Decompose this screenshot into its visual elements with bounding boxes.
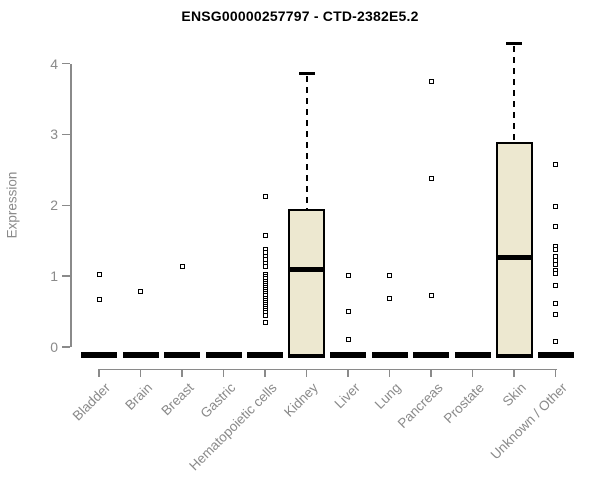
outlier-point: [428, 78, 434, 84]
x-tick: [264, 368, 266, 377]
x-axis-line: [99, 368, 557, 370]
outlier-point: [262, 194, 268, 200]
median-line-skin: [495, 254, 533, 260]
outlier-point: [345, 309, 351, 315]
chart-title: ENSG00000257797 - CTD-2382E5.2: [181, 8, 419, 24]
y-axis-line: [70, 63, 72, 347]
zero-bar-brain: [122, 352, 159, 358]
outlier-point: [262, 319, 268, 325]
x-tick-label-gastric: Gastric: [197, 379, 239, 421]
outlier-point: [553, 311, 558, 317]
outlier-point: [553, 338, 558, 344]
x-tick-label-prostate: Prostate: [440, 379, 488, 426]
x-tick: [388, 368, 391, 377]
box-skin: [495, 142, 533, 358]
outlier-point: [262, 312, 268, 318]
zero-bar-liver: [330, 352, 366, 358]
x-tick: [139, 368, 142, 377]
zero-bar-pancreas: [413, 352, 449, 358]
y-tick-label: 1: [50, 268, 58, 285]
y-tick-label: 3: [50, 126, 58, 143]
y-tick: [62, 346, 70, 348]
x-tick: [181, 368, 183, 377]
x-tick-label-bladder: Bladder: [70, 379, 114, 424]
x-tick: [305, 368, 308, 377]
outlier-point: [553, 224, 558, 230]
y-tick-label: 4: [50, 55, 58, 72]
x-tick-label-kidney: Kidney: [281, 379, 322, 420]
whisker-line-kidney: [305, 75, 308, 209]
y-tick: [62, 62, 70, 65]
outlier-point: [553, 261, 558, 267]
box-kidney: [288, 208, 325, 358]
outlier-point: [138, 288, 143, 294]
y-tick: [62, 275, 70, 277]
x-tick-label-skin: Skin: [499, 379, 529, 409]
zero-bar-unknown-other: [537, 352, 574, 358]
whisker-cap-skin: [506, 42, 522, 46]
outlier-point: [428, 175, 434, 181]
x-tick: [347, 368, 349, 377]
x-tick: [471, 368, 474, 377]
outlier-point: [553, 246, 558, 252]
outlier-point: [262, 264, 268, 270]
outlier-point: [179, 263, 185, 269]
zero-bar-hematopoietic-cells: [247, 352, 283, 358]
outlier-point: [553, 204, 558, 210]
x-tick-label-lung: Lung: [372, 379, 405, 412]
outlier-point: [96, 272, 102, 278]
x-tick-label-unknown-other: Unknown / Other: [487, 379, 571, 462]
x-tick-label-liver: Liver: [331, 379, 363, 411]
x-tick-label-pancreas: Pancreas: [394, 379, 446, 431]
x-tick: [98, 368, 100, 377]
whisker-line-skin: [513, 45, 515, 143]
y-tick-label: 2: [50, 197, 58, 214]
outlier-point: [553, 282, 558, 288]
x-tick: [430, 368, 432, 377]
x-tick-label-breast: Breast: [158, 379, 197, 418]
zero-bar-breast: [164, 352, 200, 358]
zero-bar-gastric: [205, 352, 242, 358]
x-tick-label-brain: Brain: [122, 379, 156, 413]
outlier-point: [345, 336, 351, 342]
y-tick: [62, 204, 70, 207]
outlier-point: [553, 300, 558, 306]
outlier-point: [428, 292, 434, 298]
outlier-point: [262, 232, 268, 238]
outlier-point: [387, 272, 392, 278]
zero-bar-prostate: [454, 352, 491, 358]
y-tick: [62, 133, 70, 136]
outlier-point: [96, 297, 102, 303]
x-tick: [513, 368, 515, 377]
zero-bar-lung: [371, 352, 408, 358]
median-line-kidney: [288, 266, 325, 272]
x-tick: [222, 368, 225, 377]
zero-bar-bladder: [81, 352, 117, 358]
outlier-point: [553, 270, 558, 276]
outlier-point: [553, 161, 558, 167]
outlier-point: [387, 296, 392, 302]
whisker-cap-kidney: [298, 72, 315, 76]
x-tick: [554, 368, 557, 377]
outlier-point: [345, 272, 351, 278]
y-tick-label: 0: [50, 339, 58, 355]
